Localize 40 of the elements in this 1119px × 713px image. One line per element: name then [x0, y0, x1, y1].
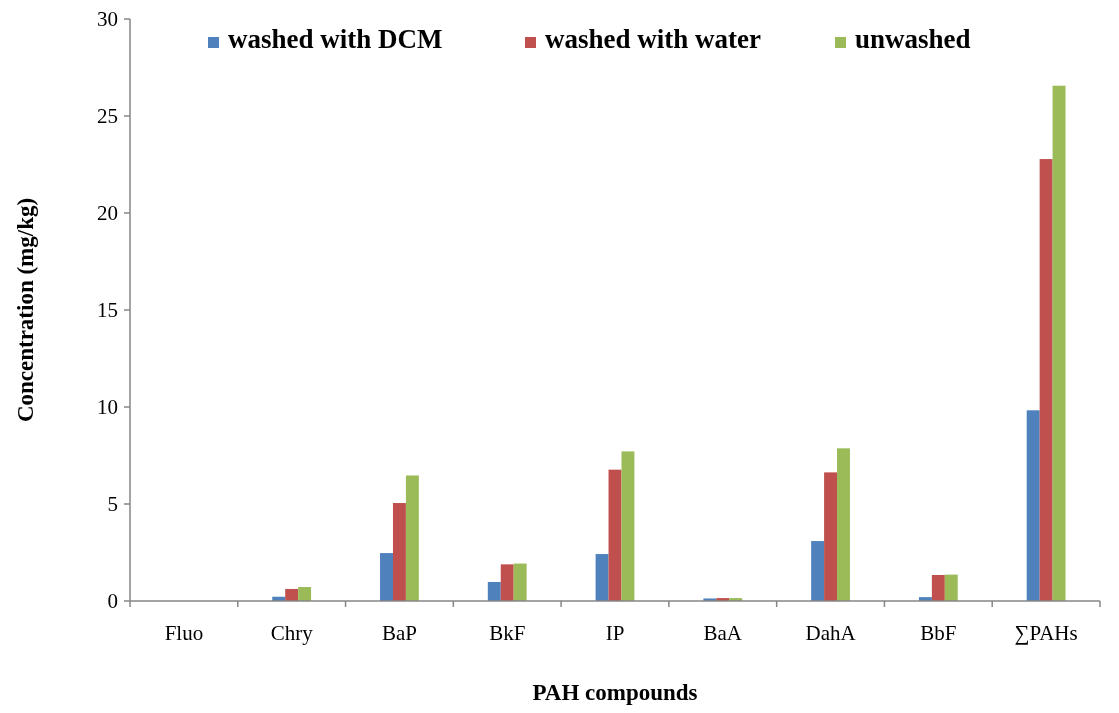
bar [380, 553, 393, 601]
x-tick-label: IP [605, 621, 625, 645]
bar [513, 563, 527, 601]
bar [500, 564, 514, 601]
y-tick-label: 25 [97, 104, 118, 129]
x-tick-label: BbF [920, 621, 957, 645]
bar [931, 575, 945, 601]
bar [1039, 159, 1053, 601]
bar [487, 581, 501, 601]
y-tick-label: 20 [97, 201, 118, 226]
bar [392, 503, 406, 601]
x-tick-label: Fluo [164, 621, 204, 645]
bar [811, 541, 825, 601]
y-tick-label: 10 [97, 395, 118, 420]
y-tick-label: 15 [97, 298, 118, 323]
x-tick-label: ∑PAHs [1014, 621, 1078, 645]
x-tick-label: Chry [270, 621, 314, 645]
x-tick-label: DahA [805, 621, 857, 645]
bar [298, 587, 312, 601]
bar [285, 588, 299, 601]
x-tick-label: BaA [703, 621, 743, 645]
y-axis-title: Concentration (mg/kg) [13, 197, 38, 423]
bar [405, 475, 419, 601]
bar [621, 451, 635, 601]
bar [608, 469, 622, 601]
y-tick-label: 30 [97, 7, 118, 32]
bar [1052, 85, 1066, 601]
legend-label: unwashed [855, 24, 971, 54]
bar [1026, 410, 1040, 601]
bar [824, 472, 838, 601]
x-axis-title: PAH compounds [532, 680, 698, 705]
y-tick-label: 5 [107, 492, 118, 517]
bar [595, 554, 609, 601]
bar [944, 574, 958, 601]
y-tick-label: 0 [107, 589, 118, 614]
legend-label: washed with DCM [228, 24, 443, 54]
bar [837, 448, 850, 601]
x-tick-label: BaP [381, 621, 417, 645]
x-tick-label: BkF [489, 621, 526, 645]
legend-label: washed with water [545, 24, 761, 54]
